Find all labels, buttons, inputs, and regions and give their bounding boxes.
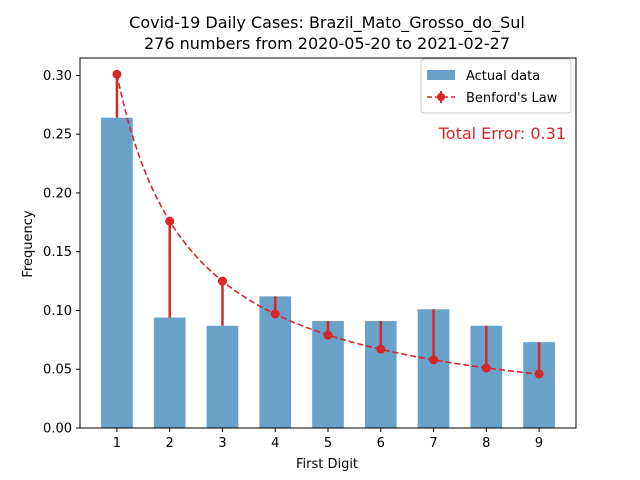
x-tick-label-6: 6 (377, 436, 385, 451)
y-tick-label-0: 0.00 (43, 422, 72, 437)
benford-point-digit-1 (112, 69, 122, 79)
legend-label-actual: Actual data (466, 69, 540, 84)
y-tick-label-2: 0.10 (43, 304, 72, 319)
total-error-annotation: Total Error: 0.31 (438, 124, 566, 143)
benford-point-digit-4 (270, 309, 280, 319)
y-axis-label: Frequency (21, 210, 36, 277)
x-tick-label-8: 8 (482, 436, 490, 451)
x-tick-label-9: 9 (535, 436, 543, 451)
y-tick-label-6: 0.30 (43, 69, 72, 84)
x-tick-label-2: 2 (166, 436, 174, 451)
benford-point-digit-6 (376, 344, 386, 354)
legend-swatch-actual (427, 70, 455, 80)
bar-digit-1 (101, 117, 133, 429)
x-tick-label-4: 4 (271, 436, 279, 451)
x-tick-label-3: 3 (218, 436, 226, 451)
legend-swatch-benford-marker (437, 93, 445, 101)
chart-subtitle: 276 numbers from 2020-05-20 to 2021-02-2… (144, 34, 510, 53)
benford-point-digit-2 (165, 216, 175, 226)
x-axis-label: First Digit (296, 457, 358, 472)
benford-point-digit-7 (429, 355, 439, 365)
chart-title: Covid-19 Daily Cases: Brazil_Mato_Grosso… (129, 13, 525, 33)
legend-frame (420, 58, 572, 114)
y-tick-label-5: 0.25 (43, 128, 72, 143)
benford-point-digit-8 (481, 363, 491, 373)
y-tick-label-1: 0.05 (43, 363, 72, 378)
legend: Actual data Benford's Law (420, 58, 572, 114)
x-tick-label-1: 1 (113, 436, 121, 451)
legend-label-benford: Benford's Law (466, 91, 558, 106)
y-tick-label-4: 0.20 (43, 186, 72, 201)
x-tick-label-5: 5 (324, 436, 332, 451)
plot-area: 1 2 3 4 5 6 7 8 9 0.00 0.05 0.10 0.15 0.20 0.25 0.30 (43, 57, 577, 451)
bar-digit-2 (153, 317, 186, 428)
bar-digit-3 (206, 325, 239, 428)
y-tick-label-3: 0.15 (43, 245, 72, 260)
benford-point-digit-9 (534, 369, 544, 379)
benford-point-digit-5 (323, 330, 333, 340)
benford-point-digit-3 (217, 276, 227, 286)
x-tick-label-7: 7 (429, 436, 437, 451)
